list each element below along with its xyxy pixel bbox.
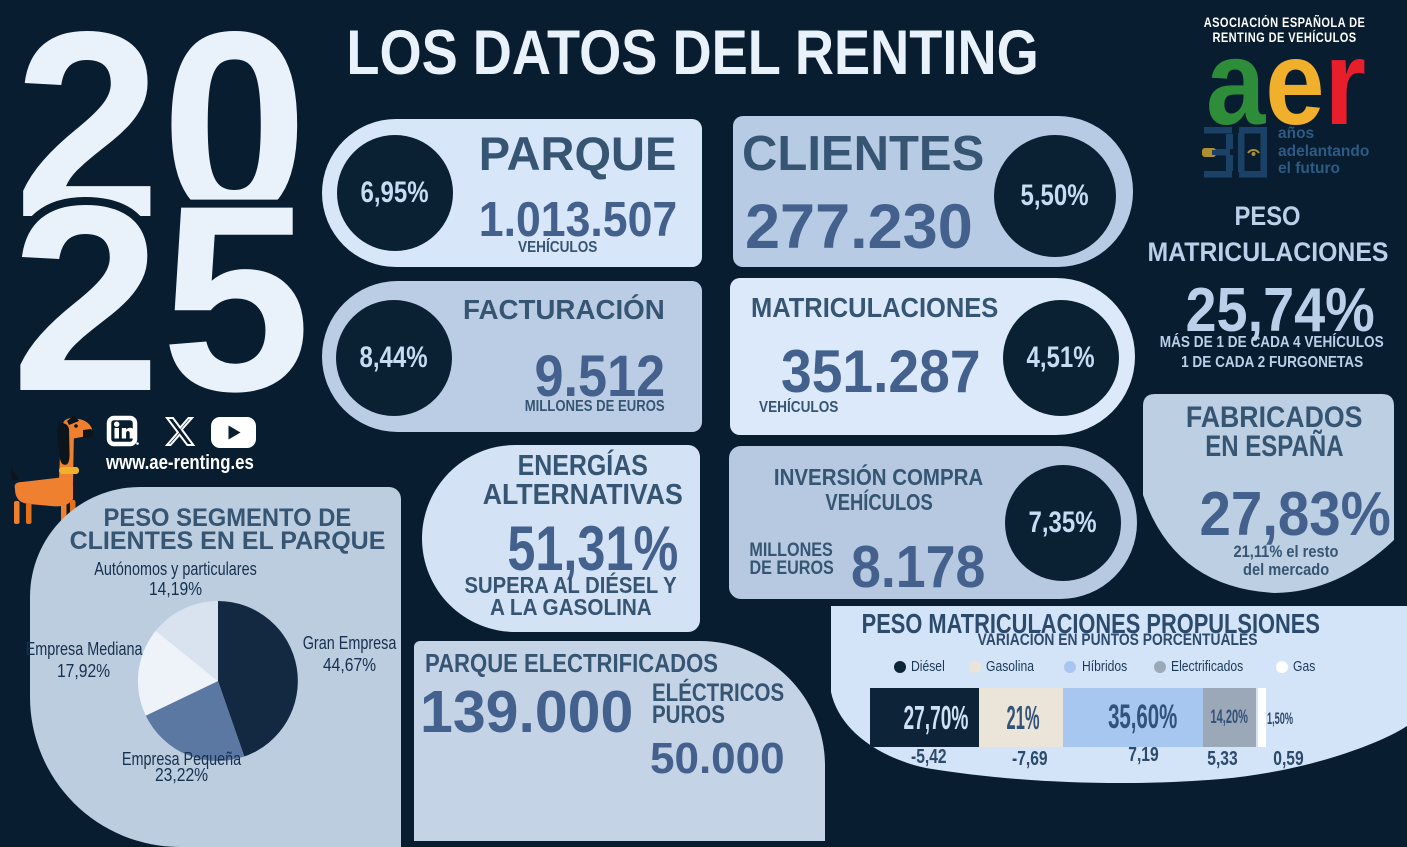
svg-text:aer: aer <box>1206 40 1366 140</box>
svg-text:25: 25 <box>11 151 311 440</box>
svg-text:20: 20 <box>14 0 308 273</box>
